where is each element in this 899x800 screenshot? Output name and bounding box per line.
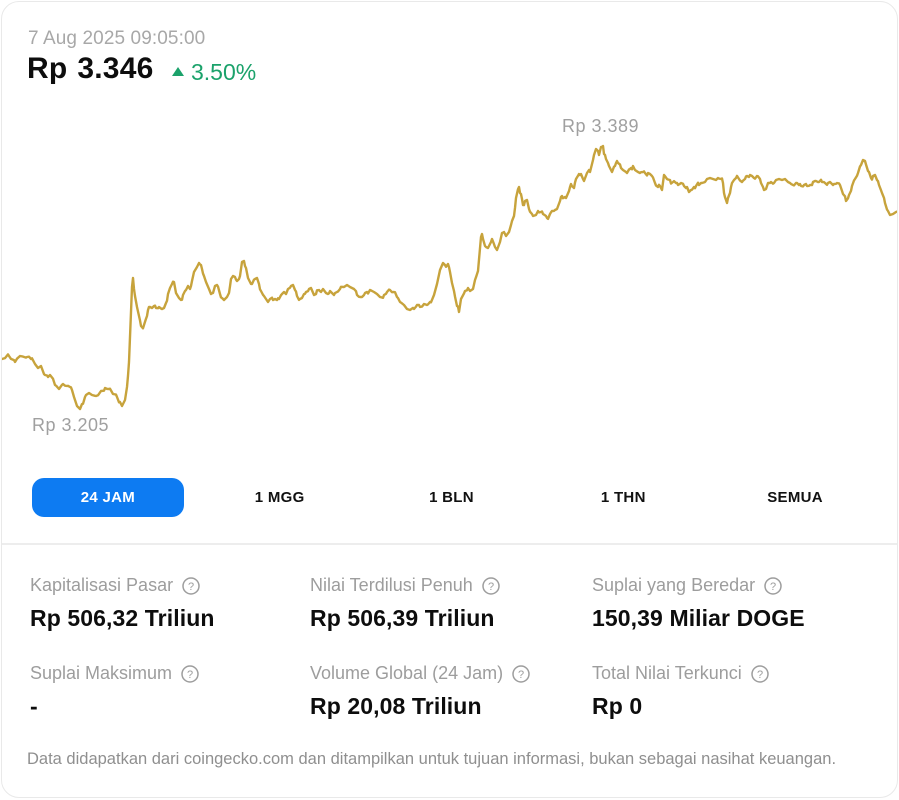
svg-text:?: ? — [518, 669, 524, 681]
svg-text:?: ? — [488, 581, 494, 593]
svg-text:?: ? — [770, 581, 776, 593]
svg-text:?: ? — [187, 669, 193, 681]
svg-text:?: ? — [188, 581, 194, 593]
svg-text:?: ? — [757, 669, 763, 681]
